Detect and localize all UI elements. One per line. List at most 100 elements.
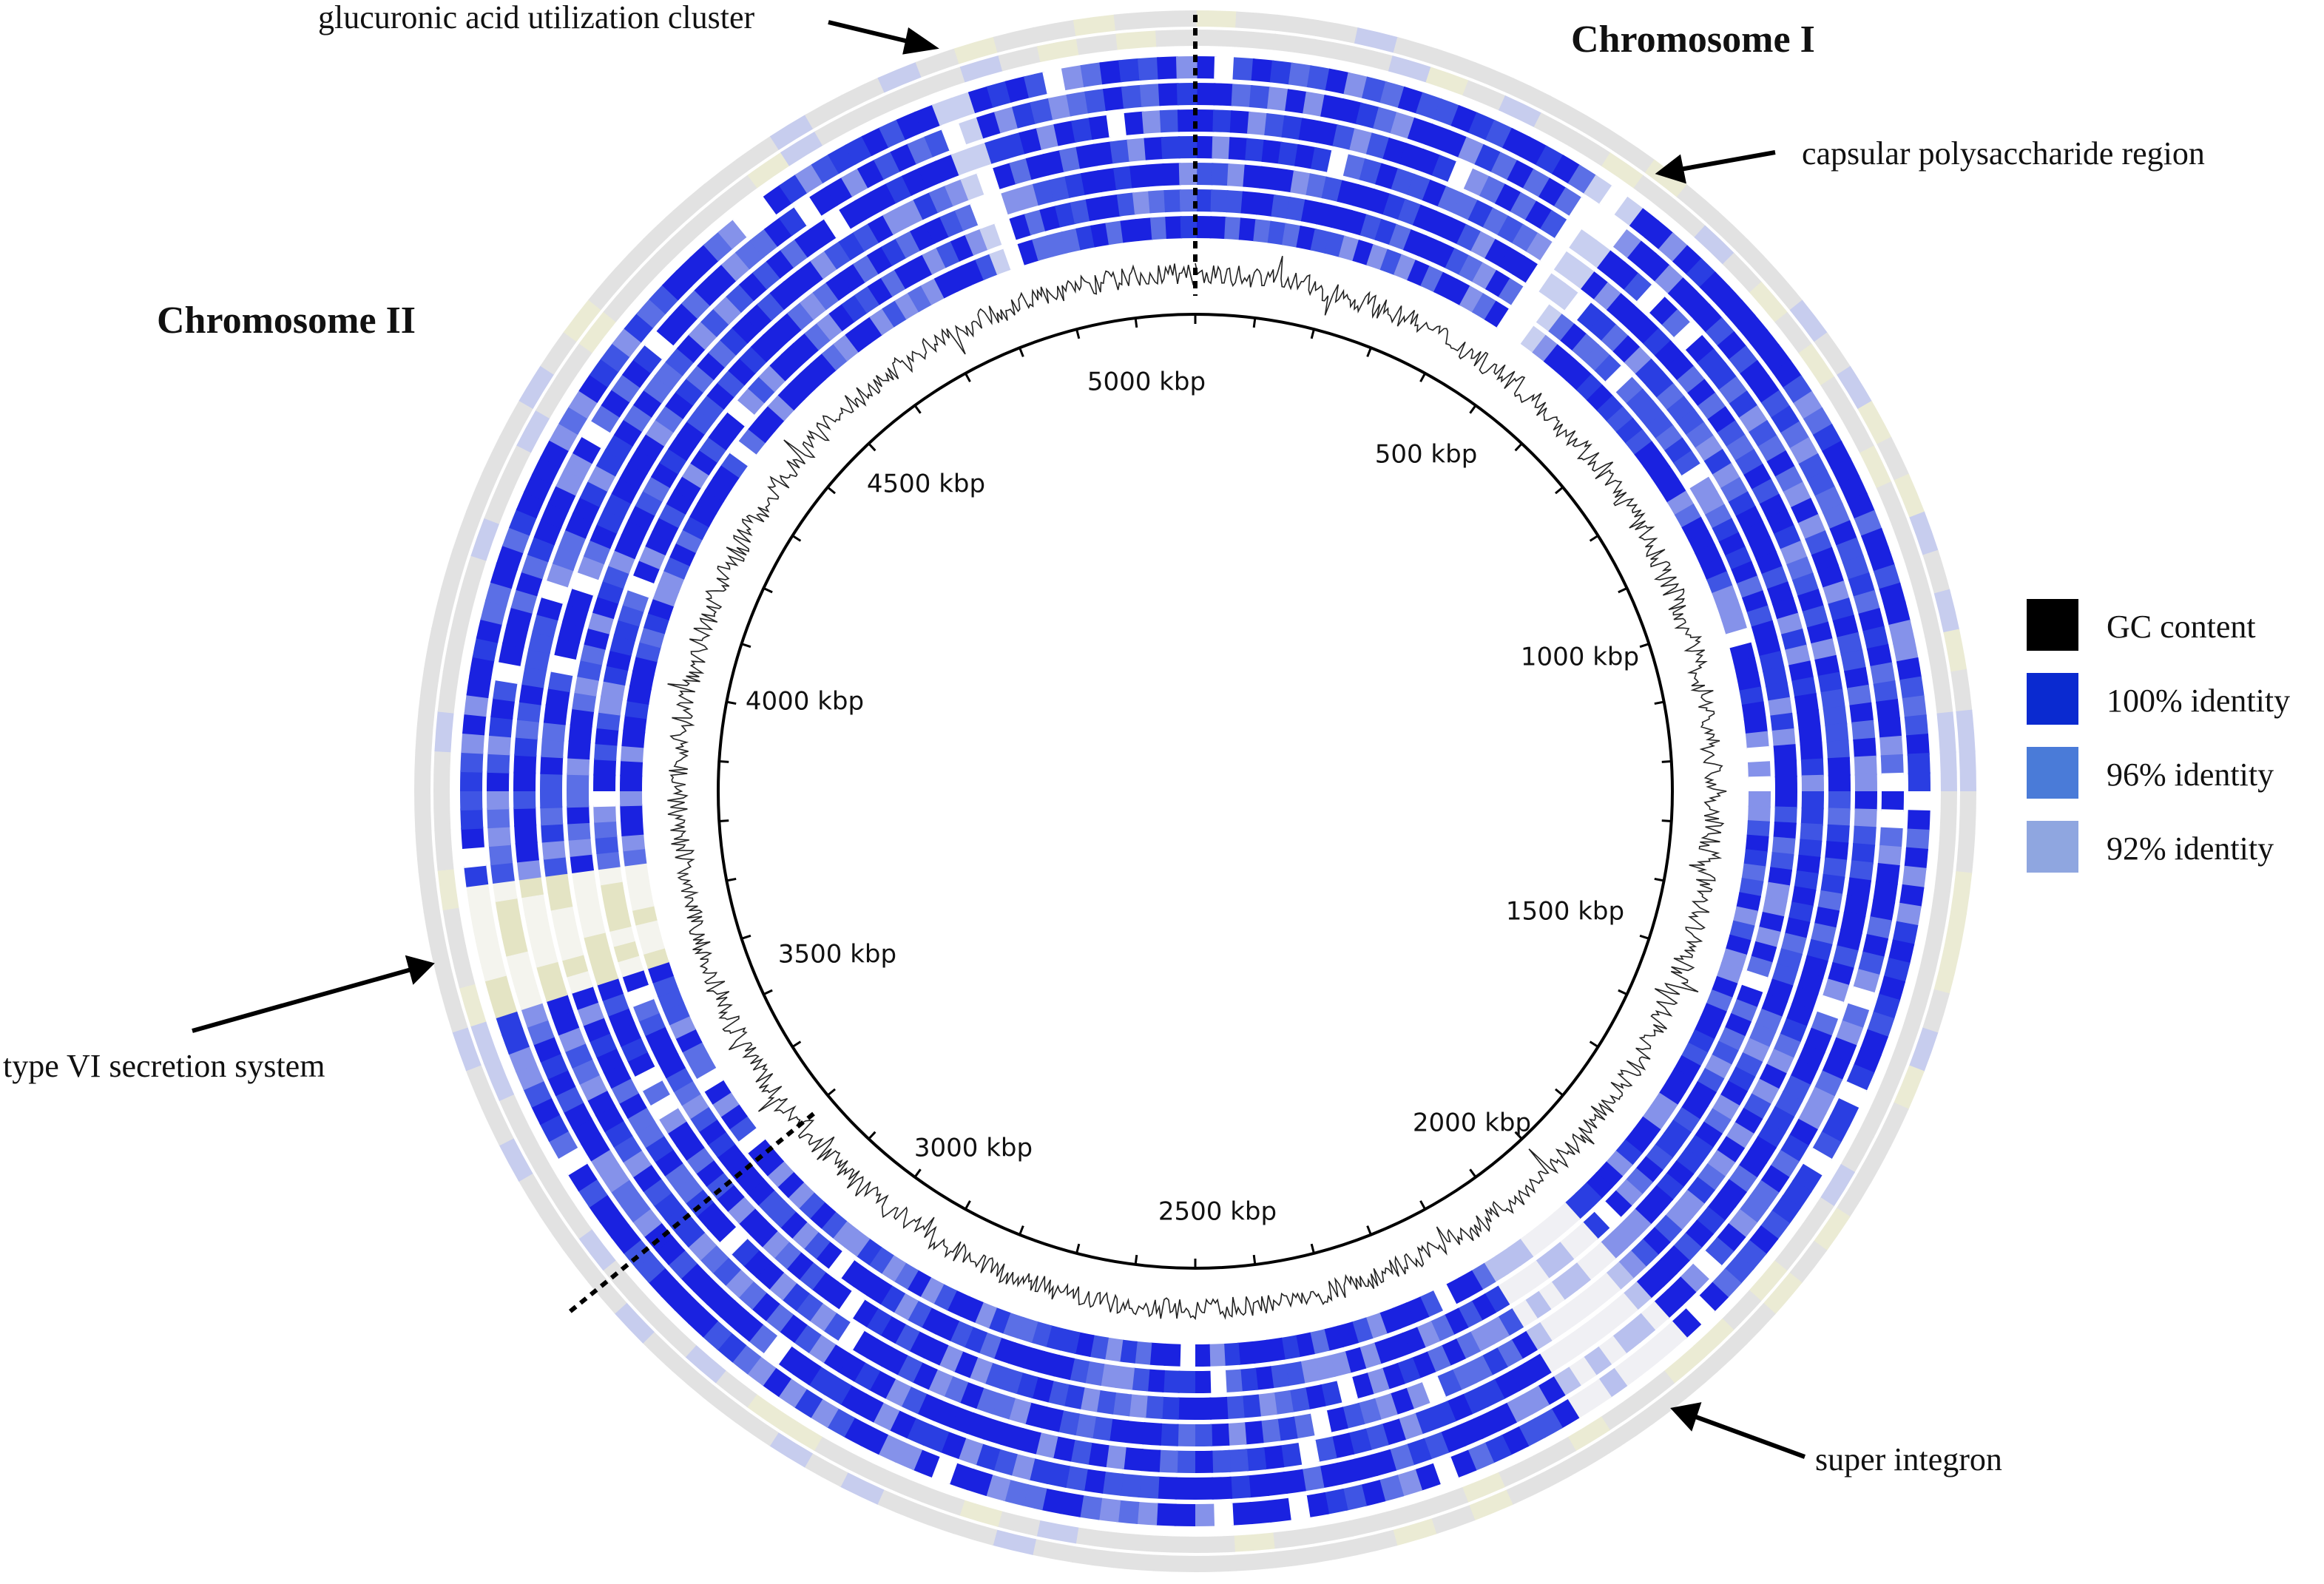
identity-segment [747,1138,775,1165]
outer-segment [1425,67,1470,96]
identity-segment [1784,917,1811,940]
identity-segment [1581,1314,1611,1344]
identity-segment [1791,677,1817,698]
identity-segment [1354,1454,1379,1481]
identity-segment [1512,223,1539,253]
tick-label: 4500 kbp [867,470,985,499]
outer-segment [535,375,571,419]
identity-segment [680,1262,710,1293]
identity-segment [780,342,808,371]
tick-mark [1019,347,1024,357]
outer-segment [959,55,1004,83]
identity-segment [659,447,688,475]
outer-segment [1922,989,1950,1035]
identity-segment [1800,807,1824,826]
identity-segment [1144,137,1164,160]
identity-segment [1774,806,1797,825]
identity-segment [570,707,595,728]
outer-segment [1891,518,1921,563]
outer-segment [1353,1529,1398,1556]
identity-segment [665,390,695,419]
identity-segment [1115,1366,1135,1390]
identity-segment [1537,1282,1565,1310]
identity-segment [1069,1439,1092,1465]
identity-segment [1727,1208,1758,1239]
identity-segment [1653,1289,1683,1319]
identity-segment [654,1148,683,1177]
outer-segment [1506,78,1552,111]
outer-segment [1462,80,1507,111]
identity-segment [1646,370,1675,399]
tick-mark [763,587,773,594]
tick-mark [1419,373,1427,382]
identity-segment [908,1330,934,1359]
identity-segment [1362,76,1388,104]
identity-segment [1109,139,1131,164]
identity-segment [524,910,550,933]
tick-mark [964,373,971,382]
identity-segment [1817,890,1843,913]
outer-segment [655,1317,697,1358]
identity-segment [1175,1450,1195,1473]
identity-segment [1862,933,1889,959]
identity-segment [720,452,749,478]
identity-segment [1663,1120,1692,1147]
identity-segment [757,1149,785,1177]
identity-segment [1675,1189,1705,1219]
tick-mark [1639,643,1649,649]
identity-segment [1636,400,1664,428]
identity-segment [1774,791,1797,809]
identity-segment [527,927,554,951]
identity-segment [1768,867,1793,887]
identity-segment [853,1267,880,1296]
identity-segment [881,1347,908,1375]
identity-segment [619,461,648,490]
identity-segment [487,752,510,774]
outer-segment [587,1271,627,1314]
identity-segment [1249,84,1271,109]
identity-segment [769,280,799,311]
identity-segment [1024,209,1047,236]
identity-segment [1737,314,1769,345]
identity-segment [675,257,706,288]
identity-segment [1771,728,1796,748]
identity-segment [828,303,856,332]
identity-segment [1550,1272,1578,1301]
outer-segment [769,114,814,150]
identity-segment [1745,834,1769,853]
identity-segment [686,364,715,393]
identity-segment [490,992,518,1019]
outer-segment [1904,555,1932,600]
identity-segment [495,896,521,921]
identity-segment [513,771,536,791]
identity-segment [1146,163,1166,187]
identity-segment [1800,758,1824,777]
identity-segment [793,1324,822,1353]
identity-segment [515,841,539,863]
outer-segment [913,1504,959,1534]
tick-mark [1469,405,1477,414]
identity-segment [669,302,699,333]
identity-segment [1075,143,1098,169]
identity-segment [1582,1346,1612,1376]
identity-segment [1177,109,1198,132]
identity-segment [1129,164,1149,189]
identity-segment [1667,277,1698,308]
identity-segment [595,448,625,477]
arrow-head [405,955,435,985]
outer-segment [1610,1409,1655,1447]
outer-segment [1504,1472,1550,1506]
identity-segment [1261,139,1283,164]
identity-segment [768,1271,797,1301]
identity-segment [689,1106,717,1133]
identity-segment [1575,1182,1603,1210]
identity-segment [1749,1179,1780,1210]
identity-segment [1695,435,1724,463]
identity-segment [1193,1397,1212,1420]
identity-segment [822,1343,851,1373]
outer-segment [484,480,515,524]
identity-segment [1899,884,1925,909]
identity-segment [1797,589,1825,614]
identity-segment [1364,1424,1389,1451]
outer-segment [734,1409,779,1446]
